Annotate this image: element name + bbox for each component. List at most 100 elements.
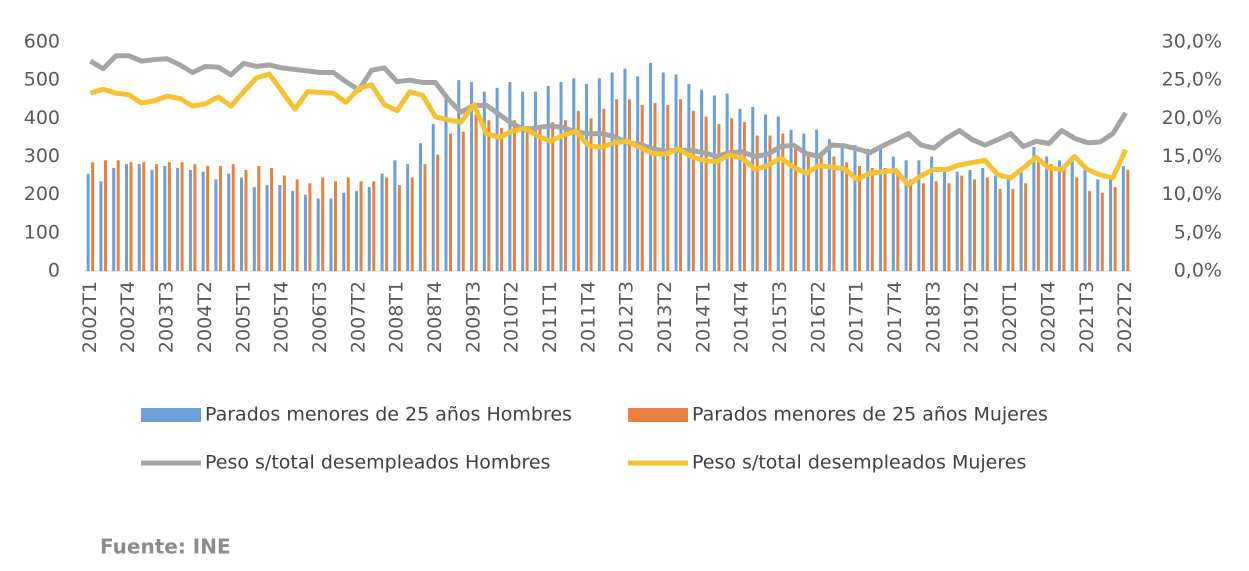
bar <box>917 160 921 271</box>
bar <box>1100 192 1104 271</box>
bar <box>1049 164 1053 271</box>
x-tick-label: 2012T3 <box>616 281 638 353</box>
bar <box>150 169 154 271</box>
y2-tick-label: 10,0% <box>1162 183 1222 205</box>
bar <box>431 124 435 271</box>
bar <box>972 179 976 271</box>
bar <box>725 93 729 272</box>
x-tick-label: 2002T1 <box>79 281 101 353</box>
bar <box>623 68 627 271</box>
bar <box>355 190 359 271</box>
x-tick-label: 2016T2 <box>807 281 829 353</box>
bar <box>512 120 516 271</box>
x-tick-label: 2022T2 <box>1114 281 1136 353</box>
bar <box>240 177 244 271</box>
bar <box>589 118 593 271</box>
x-tick-label: 2011T1 <box>539 281 561 353</box>
x-tick-label: 2014T1 <box>692 281 714 353</box>
y2-tick-label: 15,0% <box>1162 145 1222 167</box>
bar <box>103 160 107 271</box>
bar <box>500 127 504 271</box>
bar <box>1011 188 1015 271</box>
bar <box>564 120 568 271</box>
bar <box>333 181 337 271</box>
bar <box>1070 156 1074 271</box>
bar <box>934 181 938 271</box>
bar <box>167 162 171 271</box>
bar <box>406 164 410 271</box>
bar <box>257 166 261 271</box>
legend-swatch <box>628 408 688 422</box>
bar <box>755 135 759 271</box>
bar <box>653 103 657 271</box>
x-tick-label: 2021T3 <box>1076 281 1098 353</box>
x-tick-label: 2004T2 <box>194 281 216 353</box>
bar <box>704 116 708 271</box>
legend-swatch <box>141 408 201 422</box>
bar <box>227 173 231 271</box>
x-tick-label: 2020T4 <box>1037 281 1059 353</box>
bar <box>99 181 103 271</box>
y-tick-label: 200 <box>24 183 60 205</box>
bar <box>776 116 780 271</box>
bar <box>1109 177 1113 271</box>
x-tick-label: 2013T2 <box>654 281 676 353</box>
x-tick-label: 2002T4 <box>117 281 139 353</box>
bar <box>883 167 887 271</box>
bar <box>806 154 810 271</box>
bar <box>321 177 325 271</box>
y-tick-label: 300 <box>24 145 60 167</box>
bar <box>1096 179 1100 271</box>
bar <box>789 129 793 271</box>
bar <box>1083 167 1087 271</box>
bar <box>674 74 678 271</box>
y2-tick-label: 20,0% <box>1162 107 1222 129</box>
bar <box>495 87 499 271</box>
bar <box>423 164 427 271</box>
x-tick-label: 2014T4 <box>731 281 753 353</box>
bar <box>1075 177 1079 271</box>
bar <box>244 169 248 271</box>
bar <box>921 183 925 271</box>
bar <box>1045 156 1049 271</box>
bar <box>717 124 721 271</box>
bar <box>188 169 192 271</box>
bar <box>155 164 159 271</box>
x-tick-label: 2018T3 <box>922 281 944 353</box>
bar <box>295 179 299 271</box>
legend-label: Parados menores de 25 años Hombres <box>205 404 572 426</box>
x-tick-label: 2010T2 <box>501 281 523 353</box>
bar <box>1062 166 1066 271</box>
bar <box>533 91 537 271</box>
bar <box>640 104 644 271</box>
bar <box>367 187 371 271</box>
x-tick-label: 2008T1 <box>386 281 408 353</box>
bar <box>525 125 529 271</box>
x-tick-label: 2003T3 <box>156 281 178 353</box>
bar <box>124 164 128 271</box>
bar <box>329 198 333 271</box>
bar <box>461 131 465 271</box>
bar <box>994 175 998 271</box>
x-tick-label: 2015T3 <box>769 281 791 353</box>
x-tick-label: 2008T4 <box>424 281 446 353</box>
y-tick-label: 500 <box>24 69 60 91</box>
bar <box>819 156 823 271</box>
y-tick-label: 600 <box>24 31 60 53</box>
bar <box>879 146 883 271</box>
x-tick-label: 2017T1 <box>846 281 868 353</box>
bar <box>231 164 235 271</box>
bar <box>559 82 563 271</box>
y2-tick-label: 5,0% <box>1174 221 1222 243</box>
bar <box>981 167 985 271</box>
bar <box>218 166 222 271</box>
bar <box>1088 190 1092 271</box>
bar <box>1006 179 1010 271</box>
bar <box>870 167 874 271</box>
y2-tick-label: 30,0% <box>1162 31 1222 53</box>
legend-label: Parados menores de 25 años Mujeres <box>692 404 1048 426</box>
bar <box>947 183 951 271</box>
bar <box>436 154 440 271</box>
x-tick-label: 2020T1 <box>999 281 1021 353</box>
